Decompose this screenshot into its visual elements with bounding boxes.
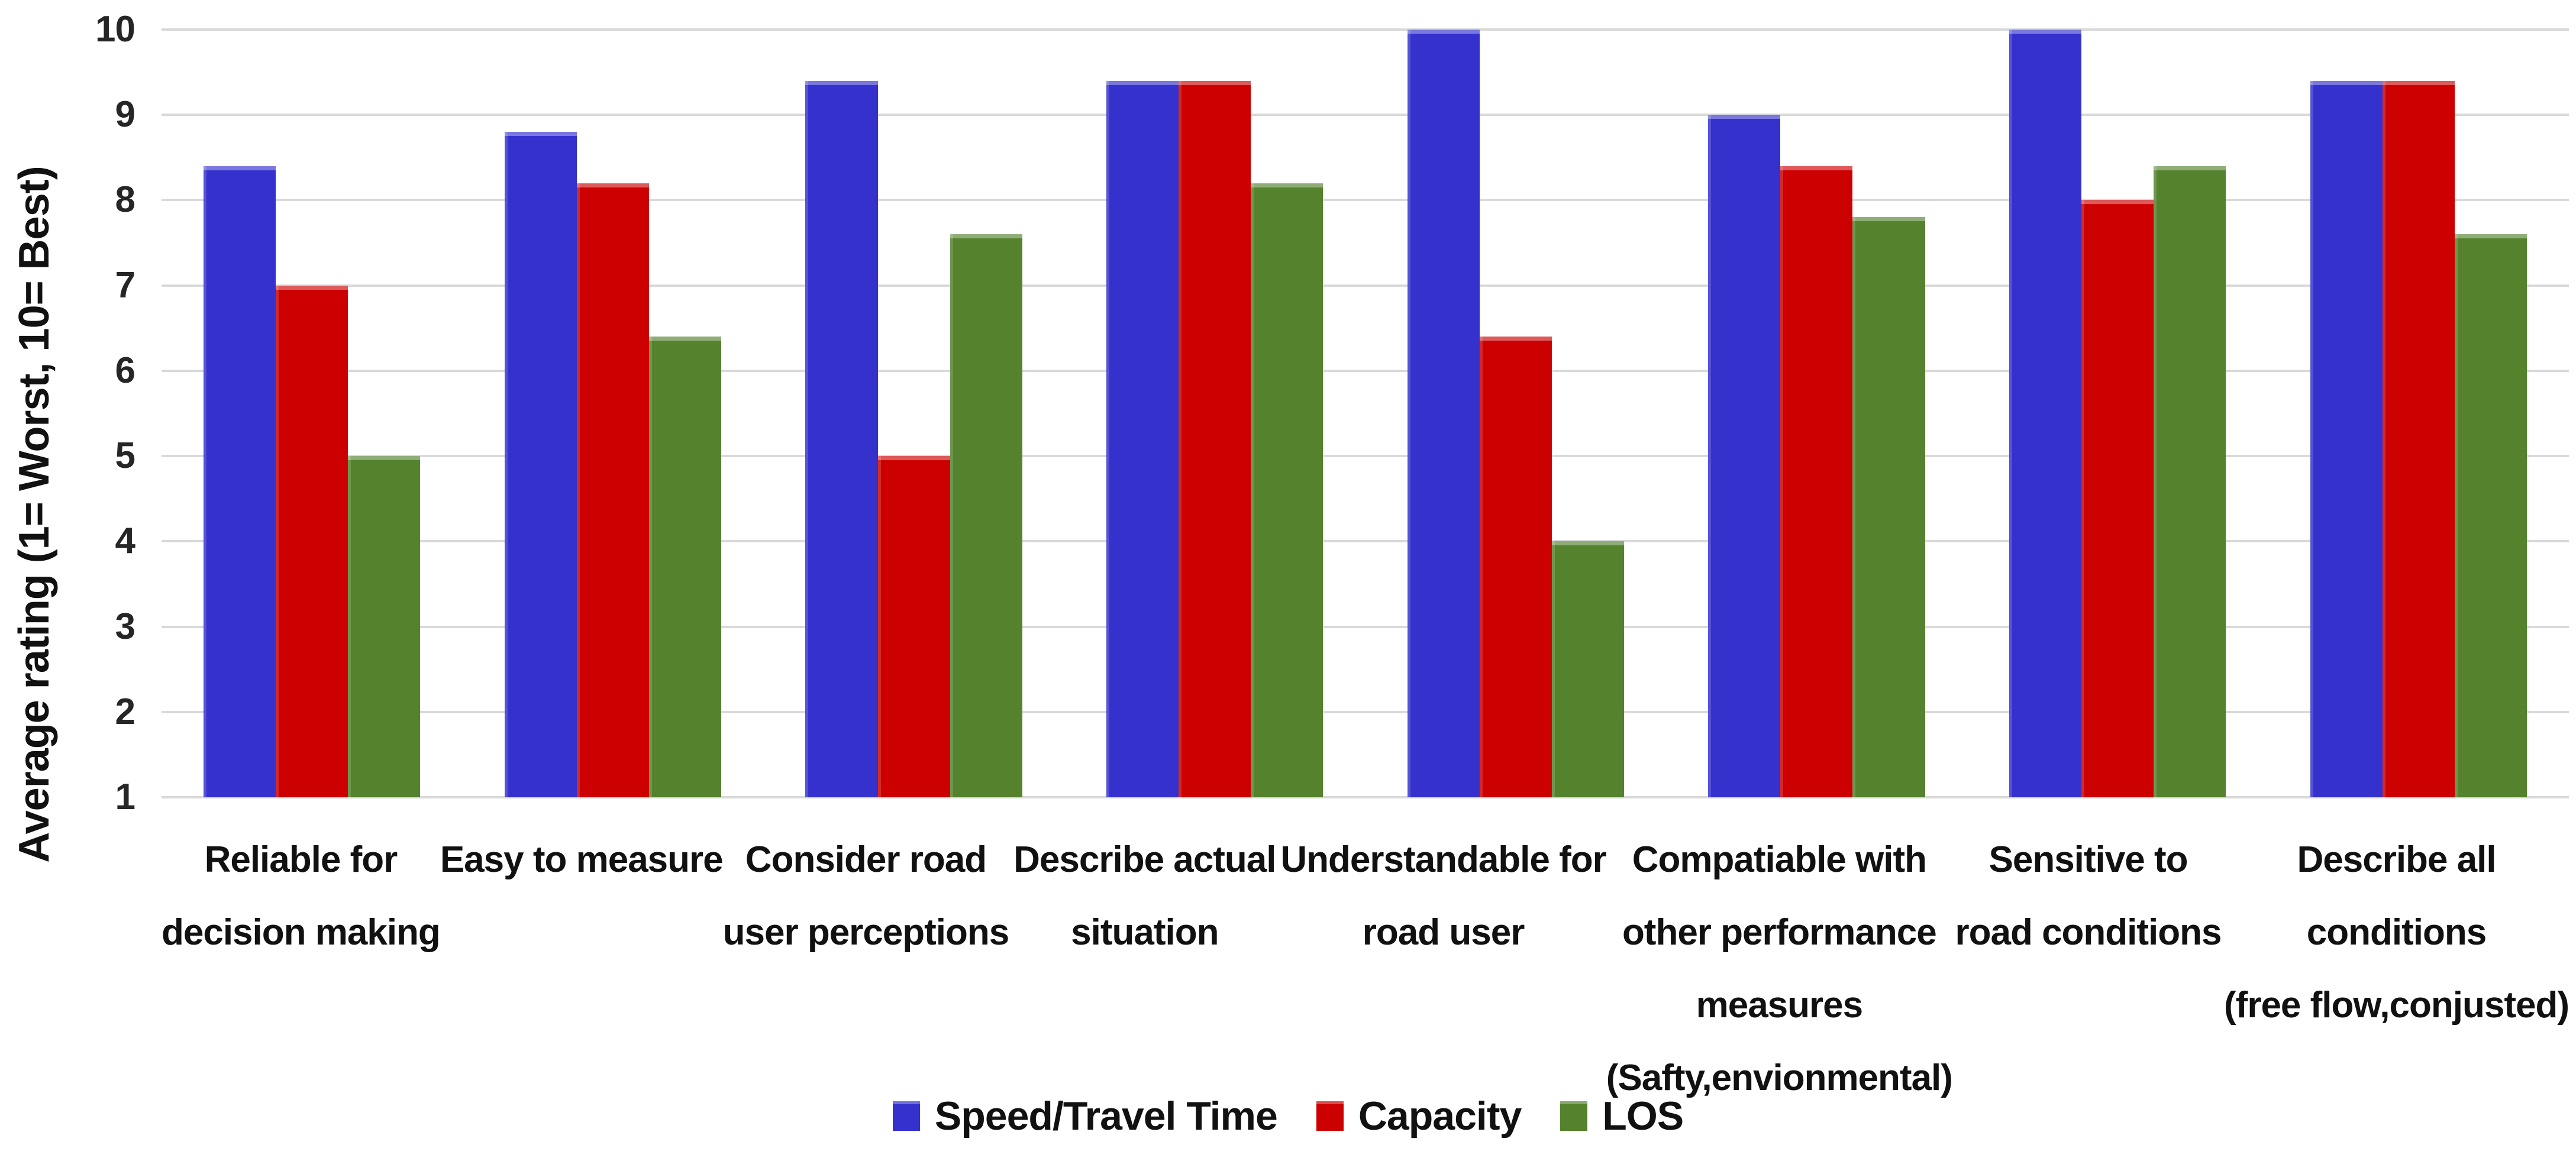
bar-group-reliable-for-decision-making <box>162 30 463 797</box>
gridline <box>162 284 2569 287</box>
bar-los <box>648 337 722 797</box>
bar-los <box>1251 183 1323 797</box>
bar-los <box>348 456 421 797</box>
gridline <box>162 114 2569 117</box>
bar-speed-travel-time <box>1106 80 1179 797</box>
bar-speed-travel-time <box>805 80 878 797</box>
y-tick-label: 2 <box>115 691 135 732</box>
gridline <box>162 625 2569 628</box>
bar-capacity <box>1179 80 1251 797</box>
bar-capacity <box>576 183 649 797</box>
y-tick-label: 4 <box>115 520 135 562</box>
bar-los <box>1551 541 1624 797</box>
legend-swatch-los <box>1560 1101 1588 1131</box>
y-tick-label: 8 <box>115 179 135 221</box>
bar-group-consider-road-user-perceptions <box>763 30 1064 797</box>
x-axis-labels: Reliable for decision making Easy to measu… <box>162 823 2569 1114</box>
y-tick-label: 7 <box>115 264 135 306</box>
bar-speed-travel-time <box>2009 30 2082 797</box>
bar-group-easy-to-measure <box>463 30 764 797</box>
bar-los <box>2154 166 2226 797</box>
gridline <box>162 199 2569 202</box>
bar-capacity <box>2081 200 2154 797</box>
bars-row <box>162 30 2569 797</box>
legend-item-capacity: Capacity <box>1316 1093 1522 1139</box>
gridline <box>162 28 2569 31</box>
y-tick-label: 9 <box>115 94 135 135</box>
category-label-compatiable-with-other-performance-measures-safty-envionmental: Compatiable with other performance measure… <box>1606 839 1953 1098</box>
legend-label: LOS <box>1602 1094 1684 1139</box>
gridline <box>162 455 2569 458</box>
bar-capacity <box>877 456 950 797</box>
category-label-understandable-for-road-user: Understandable for road user <box>1280 839 1606 953</box>
y-tick-label: 1 <box>115 777 135 817</box>
bar-group-describe-all-conditions-free-flow-conjusted <box>2268 30 2569 797</box>
category-label-reliable-for-decision-making: Reliable for decision making <box>162 839 441 953</box>
legend-item-speed-travel-time: Speed/Travel Time <box>892 1093 1278 1139</box>
bar-group-understandable-for-road-user <box>1366 30 1667 797</box>
bar-speed-travel-time <box>1407 30 1480 797</box>
bar-capacity <box>276 285 348 797</box>
y-tick-label: 5 <box>115 435 135 477</box>
legend: Speed/Travel Time Capacity LOS <box>0 1093 2576 1139</box>
category-label-describe-actual-situation: Describe actual situation <box>1013 839 1276 953</box>
bar-speed-travel-time <box>504 132 577 797</box>
plot-area <box>162 28 2569 798</box>
legend-swatch-speed-travel-time <box>892 1101 920 1131</box>
bar-capacity <box>1780 166 1853 797</box>
y-axis-ticks: 1 2 3 4 5 6 7 8 9 10 <box>0 11 135 816</box>
y-tick-label: 3 <box>115 606 135 647</box>
y-tick-label: 10 <box>95 9 135 50</box>
legend-item-los: LOS <box>1560 1093 1684 1139</box>
bar-los <box>1852 217 1925 797</box>
bar-speed-travel-time <box>204 166 276 797</box>
bar-speed-travel-time <box>2310 80 2383 797</box>
bar-capacity <box>1479 337 1552 797</box>
legend-label: Capacity <box>1358 1094 1522 1139</box>
gridline <box>162 710 2569 713</box>
gridline <box>162 796 2569 798</box>
y-tick-label: 6 <box>115 350 135 391</box>
category-label-describe-all-conditions-free-flow-conjusted: Describe all conditions (free flow,conjust… <box>2224 839 2569 1026</box>
bar-capacity <box>2382 80 2455 797</box>
bar-group-sensitive-to-road-conditions <box>1967 30 2268 797</box>
category-label-consider-road-user-perceptions: Consider road user perceptions <box>722 839 1010 953</box>
bar-group-describe-actual-situation <box>1064 30 1366 797</box>
category-label-sensitive-to-road-conditions: Sensitive to road conditions <box>1955 839 2222 953</box>
bar-los <box>2454 234 2527 797</box>
category-label-easy-to-measure: Easy to measure <box>440 839 724 880</box>
gridline <box>162 369 2569 372</box>
bar-group-compatiable-with-other-performance-measures-safty-envionmental <box>1666 30 1967 797</box>
legend-swatch-capacity <box>1316 1101 1344 1131</box>
legend-label: Speed/Travel Time <box>934 1094 1278 1139</box>
bar-speed-travel-time <box>1708 115 1781 797</box>
gridline <box>162 540 2569 543</box>
bar-los <box>950 234 1022 797</box>
